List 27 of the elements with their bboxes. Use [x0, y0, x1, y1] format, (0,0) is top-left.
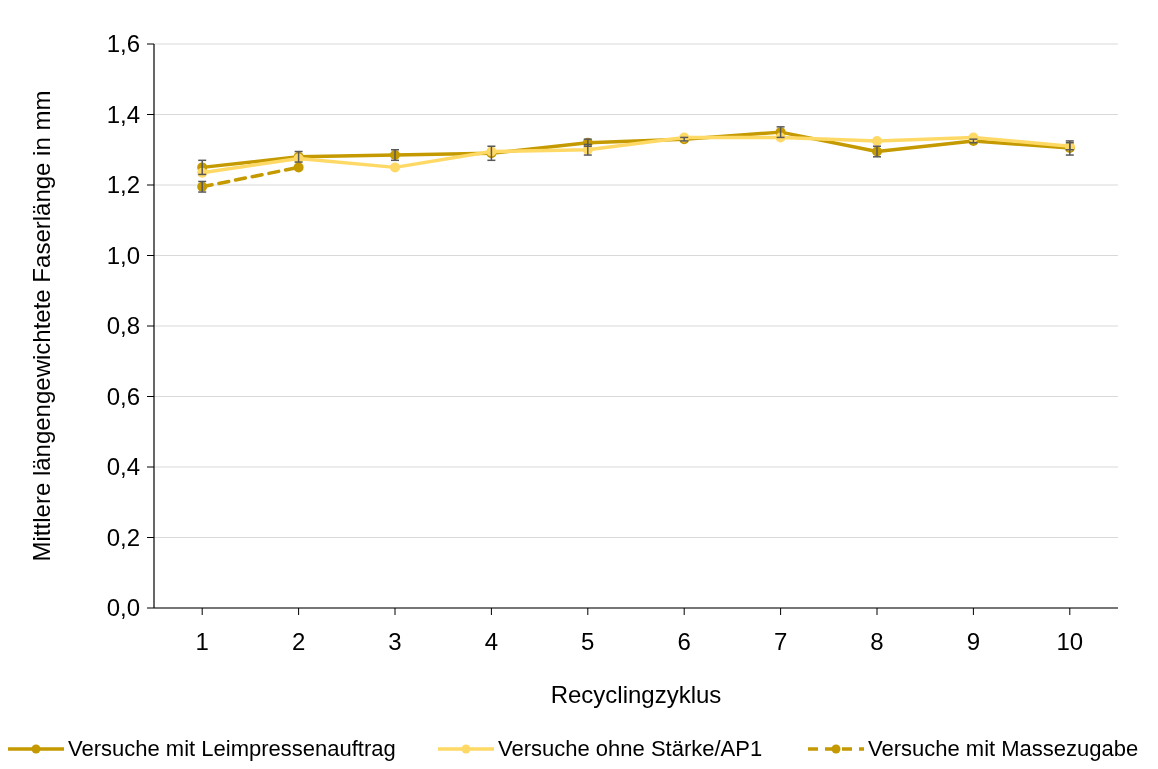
x-tick-label: 9: [966, 628, 981, 655]
x-axis-title: Recyclingzyklus: [550, 681, 722, 708]
legend-label: Versuche mit Leimpressenauftrag: [68, 736, 396, 761]
y-tick-label: 0,8: [106, 312, 140, 340]
y-tick-label: 1,6: [106, 30, 140, 58]
x-tick-label: 6: [677, 628, 691, 655]
x-tick-label: 5: [581, 628, 595, 655]
point: [872, 135, 882, 146]
x-tick-label: 1: [195, 628, 209, 655]
legend-label: Versuche mit Massezugabe: [868, 736, 1139, 761]
x-tick-label: 3: [388, 628, 402, 655]
y-tick-label: 1,2: [106, 171, 140, 199]
y-tick-label: 1,0: [106, 241, 140, 269]
y-axis-title: Mittlere längengewichtete Faserlänge in mm: [28, 90, 55, 562]
point: [390, 162, 400, 173]
legend-label: Versuche ohne Stärke/AP1: [498, 736, 763, 761]
point: [293, 162, 304, 173]
x-tick-label: 8: [870, 628, 884, 655]
y-tick-label: 0,2: [106, 523, 140, 551]
y-tick-label: 0,6: [106, 382, 140, 410]
y-tick-label: 1,4: [106, 100, 140, 128]
x-tick-label: 7: [773, 628, 788, 655]
y-tick-label: 0,4: [106, 453, 140, 481]
y-tick-label: 0,0: [106, 594, 140, 622]
x-tick-label: 10: [1056, 628, 1084, 655]
x-tick-label: 4: [484, 628, 499, 655]
x-tick-label: 2: [291, 628, 306, 655]
